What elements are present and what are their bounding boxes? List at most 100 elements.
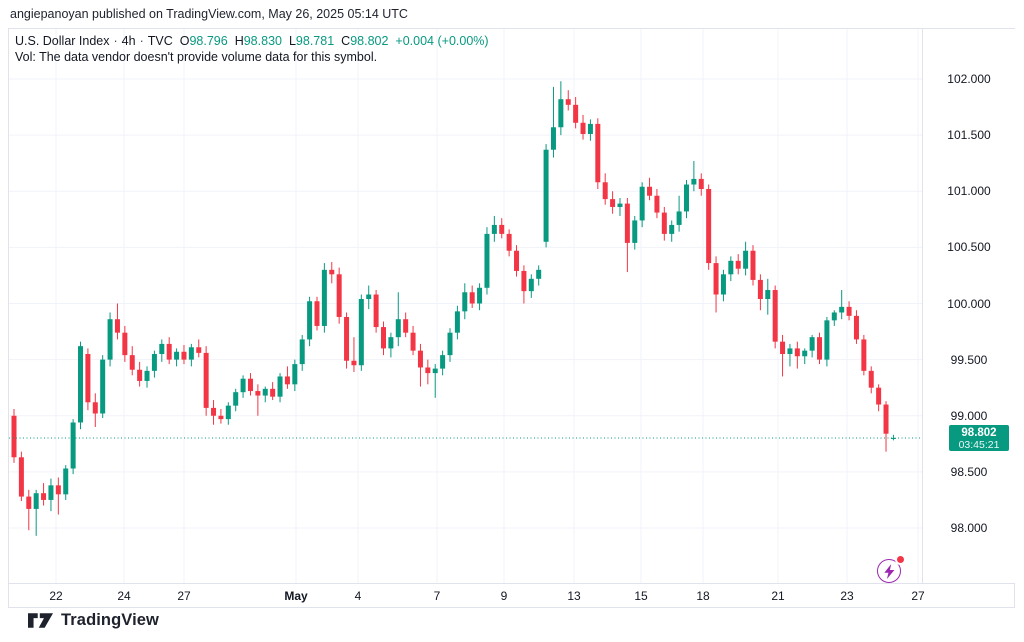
candle-body [63,468,69,495]
candle-body [846,306,852,316]
candle-body [543,149,549,242]
candle-body [233,392,239,406]
candle-body [883,404,889,434]
candle-body [831,312,837,321]
candle-body [262,388,268,396]
candle-body [787,348,793,355]
candle-body [617,203,623,207]
high-letter: H [234,34,244,48]
candle-body [587,123,593,135]
candle-body [853,315,859,340]
candle-body [247,378,253,392]
time-tick-label: 4 [354,589,362,603]
time-tick-label: 9 [500,589,508,603]
candle-body [558,99,564,128]
candle-body [388,337,394,349]
candle-body [55,485,61,495]
candle-body [750,250,756,280]
candle-body [188,347,194,360]
candle-body [698,178,704,190]
flash-button[interactable] [875,556,905,586]
time-tick-label: 27 [911,589,925,603]
candle-body [277,376,283,397]
candle-body [48,485,54,500]
interval-value[interactable]: 4h [121,34,136,48]
tradingview-branding[interactable]: TradingView [28,611,159,630]
time-tick-label: 15 [634,589,648,603]
candle-body [122,332,128,356]
candle-body [706,189,712,264]
candle-body [181,351,187,360]
price-tick-label: 98.000 [950,521,988,535]
candle-body [417,350,423,368]
candle-body [410,332,416,351]
candle-body [33,493,39,509]
candle-body [92,402,98,414]
candle-body [639,186,645,221]
candle-body [137,369,143,381]
candle-body [196,347,202,353]
candle-body [432,368,438,374]
lightning-icon [877,559,901,583]
candle-body [499,224,505,234]
candle-body [373,294,379,328]
candle-body [550,127,556,150]
current-price-value: 98.802 [961,426,997,439]
candle-body [78,346,84,423]
candle-body [484,233,490,288]
candle-body [211,407,217,416]
candle-body [11,415,17,458]
price-tick-label: 98.500 [950,464,988,479]
candle-body [661,212,667,234]
time-tick-label: 22 [49,589,63,603]
candle-body [772,290,778,342]
candle-body [447,332,453,356]
candle-body [366,294,372,300]
candle-body [861,339,867,371]
time-axis[interactable]: 22 24 27 May 4 7 9 13 15 18 21 23 27 [9,583,1014,607]
candle-body [314,301,320,326]
candle-body [491,224,497,234]
candlestick-chart[interactable] [9,29,922,583]
candle-body [129,355,135,370]
high-value: 98.830 [243,34,282,48]
change-value: +0.004 (+0.00%) [395,34,489,48]
candle-body [18,457,24,497]
low-letter: L [288,34,296,48]
time-tick-label: 18 [696,589,710,603]
candle-body [462,292,468,312]
candle-body [351,360,357,366]
candle-body [469,292,475,304]
bar-countdown: 03:45:21 [958,438,1000,451]
time-tick-label: 13 [567,589,581,603]
candle-body [100,359,106,414]
time-tick-label: May [284,589,308,603]
candle-body [425,367,431,374]
price-axis[interactable]: 98.802 03:45:21 102.000 101.500 101.000 100… [922,29,1015,583]
symbol-title[interactable]: U.S. Dollar Index [15,34,110,48]
price-tick-label: 99.000 [950,408,988,423]
candle-body [521,270,527,292]
candle-body [824,320,830,360]
candle-body [536,269,542,279]
open-letter: O [179,34,190,48]
candle-body [174,351,180,360]
low-value: 98.781 [295,34,335,48]
candle-body [817,337,823,360]
candle-body [329,269,335,275]
candle-body [403,319,409,333]
candle-body [683,184,689,212]
candle-body [270,388,276,397]
current-price-label: 98.802 03:45:21 [949,424,1009,451]
exchange-name: TVC [147,34,173,48]
candle-body [506,233,512,251]
price-tick-label: 102.000 [947,72,991,86]
candle-body [218,415,224,420]
candle-body [321,269,327,326]
chart-pane[interactable]: U.S. Dollar Index · 4h · TVC O98.796 H98.830 L9… [9,29,922,583]
time-tick-label: 23 [840,589,854,603]
candle-body [358,299,364,366]
legend-separator: · [113,34,118,48]
time-tick-label: 21 [771,589,785,603]
candle-body [159,343,165,355]
